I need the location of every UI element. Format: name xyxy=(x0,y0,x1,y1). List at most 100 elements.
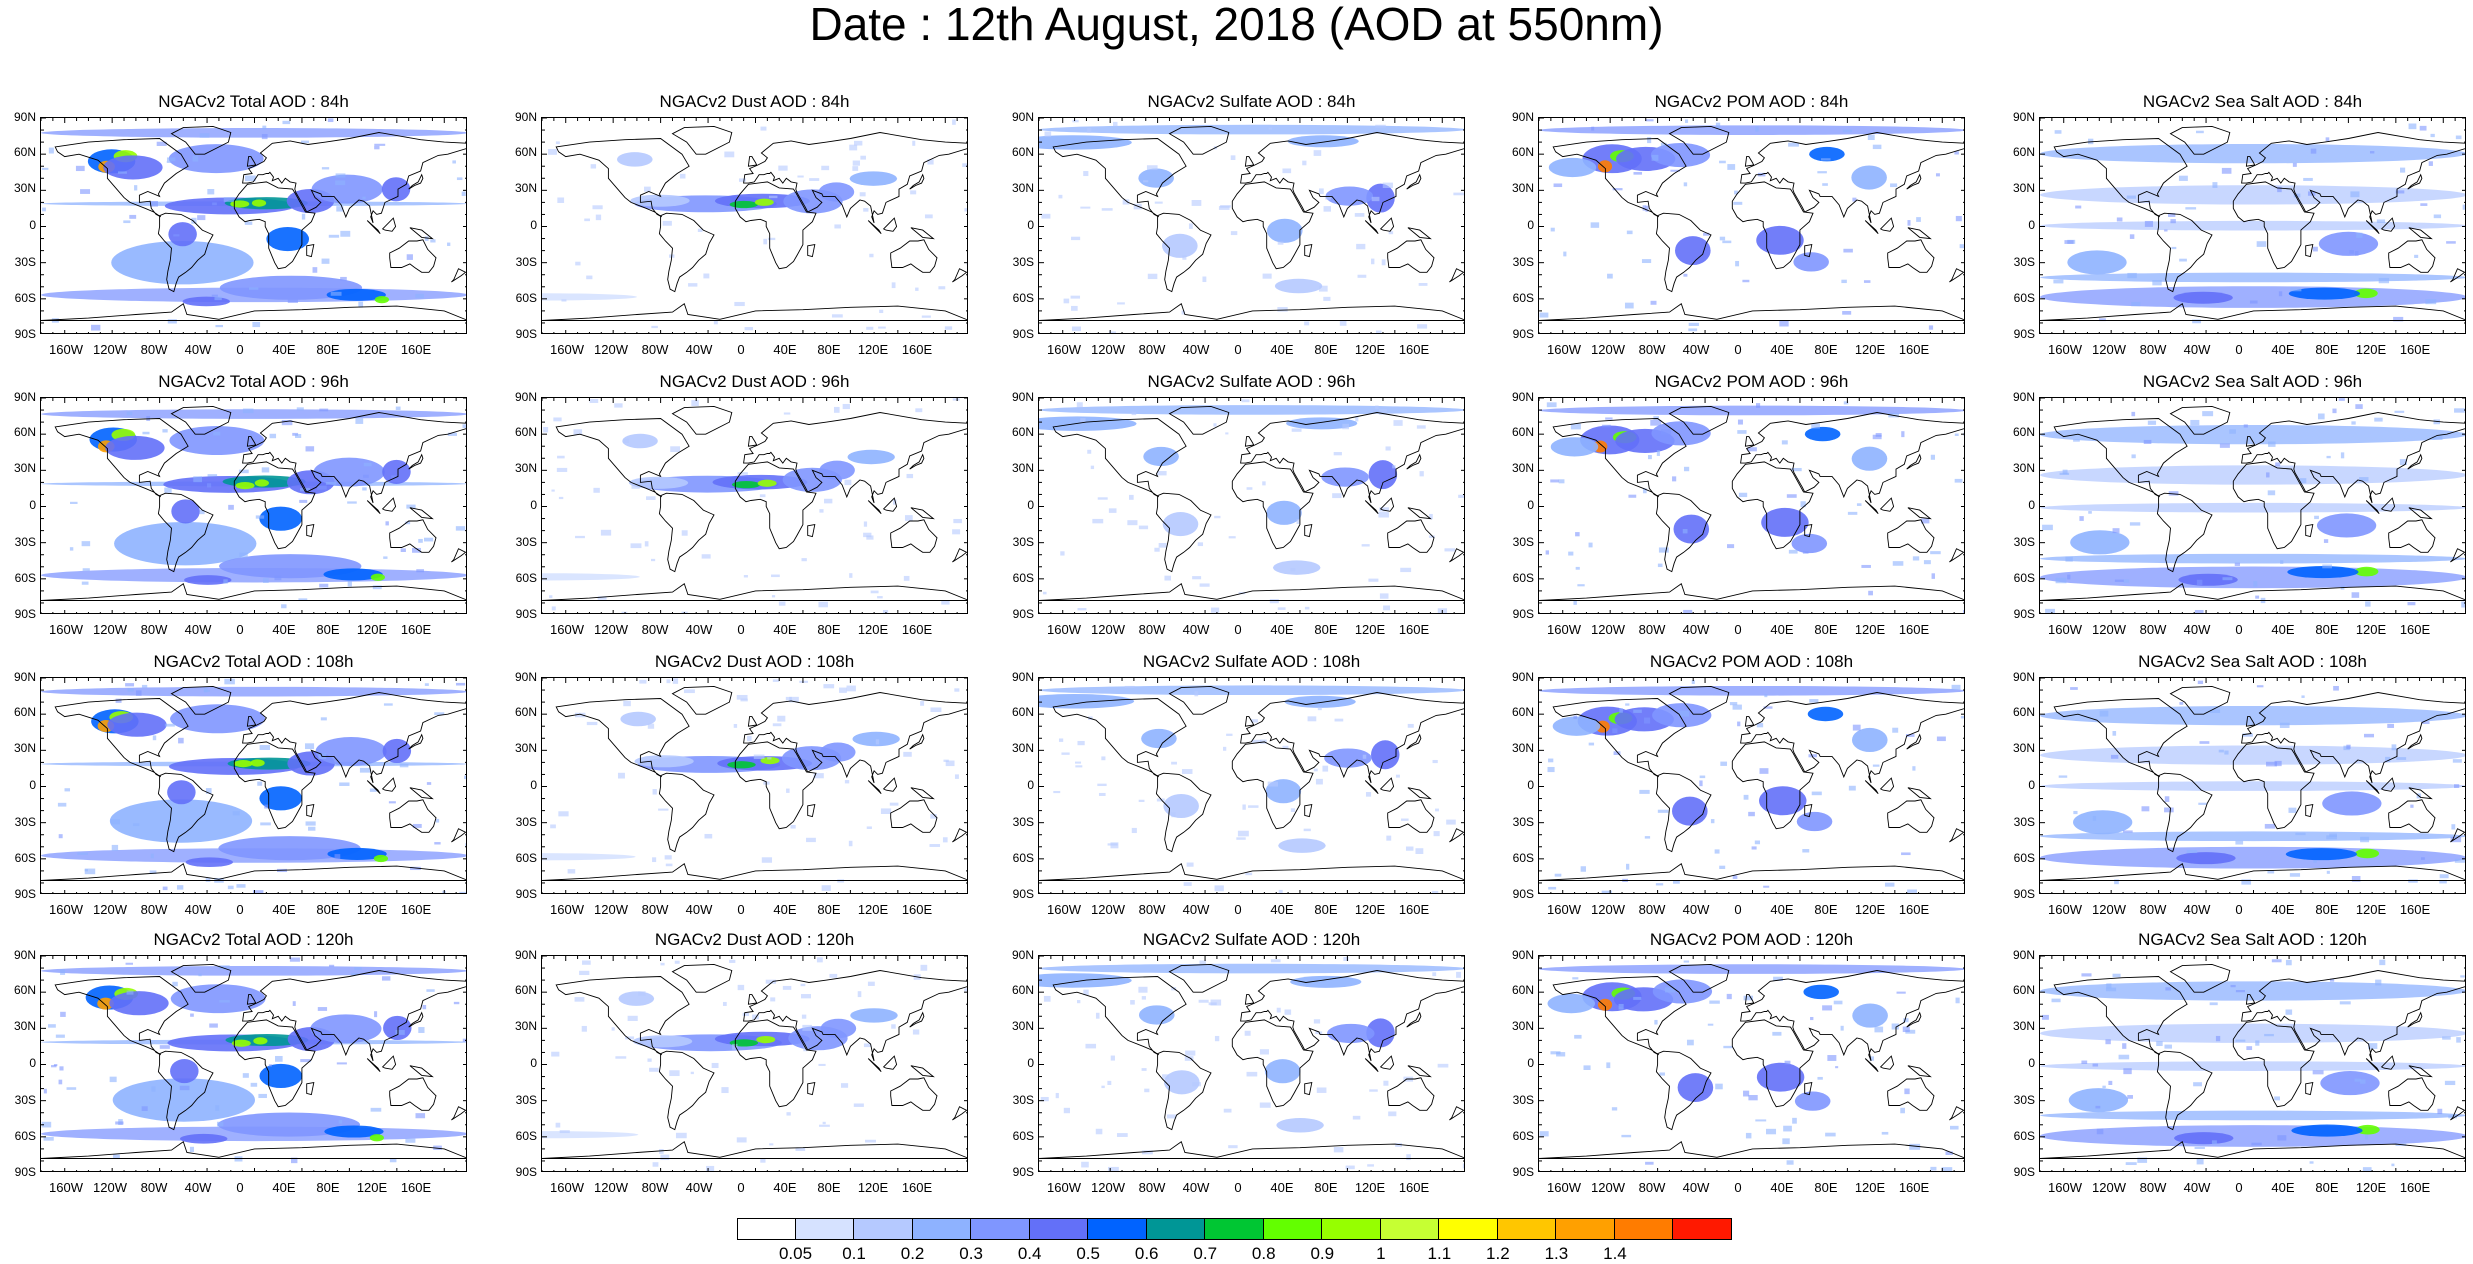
aerosol-plume xyxy=(2320,1071,2379,1095)
coastline xyxy=(1305,525,1312,537)
aerosol-plume xyxy=(756,1036,775,1043)
aerosol-speckle xyxy=(658,809,668,811)
colorbar-label: 0.05 xyxy=(766,1244,826,1264)
aerosol-plume xyxy=(315,737,386,766)
lat-tick-label: 90S xyxy=(501,608,537,620)
aerosol-speckle xyxy=(1901,852,1911,855)
lon-tick-label: 160E xyxy=(396,903,436,917)
aerosol-speckle xyxy=(704,834,712,839)
lat-tick-label: 0 xyxy=(1498,1057,1534,1069)
aerosol-plume xyxy=(1548,994,1595,1013)
aerosol-speckle xyxy=(115,1121,123,1124)
coastline xyxy=(1245,995,1253,1005)
aerosol-speckle xyxy=(2295,833,2305,835)
aerosol-plume xyxy=(1675,236,1711,265)
aerosol-speckle xyxy=(198,974,201,977)
aerosol-speckle xyxy=(269,1064,272,1066)
aerosol-speckle xyxy=(2055,130,2062,134)
coastline xyxy=(1388,1078,1434,1111)
aerosol-speckle xyxy=(1699,780,1702,786)
lat-tick-label: 60S xyxy=(998,1130,1034,1142)
lon-tick-label: 120E xyxy=(352,343,392,357)
lon-tick-label: 0 xyxy=(220,343,260,357)
aerosol-plume xyxy=(1759,786,1806,815)
aerosol-speckle xyxy=(809,178,819,181)
aerosol-speckle xyxy=(1127,520,1137,525)
aerosol-speckle xyxy=(2224,751,2228,755)
aerosol-speckle xyxy=(801,994,811,998)
lon-tick-label: 40E xyxy=(765,343,805,357)
aerosol-speckle xyxy=(447,243,450,246)
coastline xyxy=(1245,157,1253,167)
coastline xyxy=(1365,221,1378,234)
aerosol-speckle xyxy=(2421,857,2425,860)
coastline xyxy=(1907,1013,1921,1027)
aerosol-speckle xyxy=(2130,234,2134,239)
lat-tick-label: 0 xyxy=(0,219,36,231)
coastline xyxy=(1449,829,1463,842)
aerosol-speckle xyxy=(2288,808,2296,813)
aerosol-speckle xyxy=(868,982,875,986)
aerosol-speckle xyxy=(329,965,334,967)
aerosol-speckle xyxy=(168,319,177,323)
lat-tick-label: 90N xyxy=(1498,111,1534,123)
aerosol-plume xyxy=(2040,221,2466,231)
lon-tick-label: 40E xyxy=(264,623,304,637)
aerosol-speckle xyxy=(59,1080,63,1085)
lon-tick-label: 40E xyxy=(1762,1181,1802,1195)
aerosol-speckle xyxy=(1101,1086,1104,1088)
aerosol-speckle xyxy=(1375,125,1386,128)
aerosol-speckle xyxy=(2059,775,2068,777)
aerosol-speckle xyxy=(660,963,664,966)
aerosol-speckle xyxy=(596,215,601,221)
lon-tick-label: 40E xyxy=(1762,623,1802,637)
aerosol-speckle xyxy=(65,788,70,791)
coastline xyxy=(451,269,465,282)
lat-tick-label: 0 xyxy=(998,499,1034,511)
coastline xyxy=(2450,269,2464,282)
aerosol-speckle xyxy=(760,127,766,131)
aerosol-speckle xyxy=(1907,220,1910,226)
aerosol-speckle xyxy=(773,723,782,726)
aerosol-speckle xyxy=(1548,767,1555,772)
coastline xyxy=(910,455,924,469)
aerosol-speckle xyxy=(1929,325,1933,329)
aerosol-speckle xyxy=(2111,755,2118,759)
aerosol-plume xyxy=(113,1078,255,1121)
aerosol-speckle xyxy=(1825,1133,1836,1137)
lon-tick-label: 120E xyxy=(1850,903,1890,917)
lat-tick-label: 60S xyxy=(0,572,36,584)
aerosol-speckle xyxy=(1779,321,1788,327)
aerosol-speckle xyxy=(644,187,651,192)
aerosol-speckle xyxy=(666,679,670,683)
lon-tick-label: 40E xyxy=(2263,623,2303,637)
aod-field xyxy=(1039,678,1465,894)
aerosol-plume xyxy=(255,479,269,486)
lon-tick-label: 80E xyxy=(308,343,348,357)
aerosol-speckle xyxy=(1711,819,1714,823)
colorbar-swatch xyxy=(1673,1218,1732,1240)
aod-field xyxy=(1539,678,1965,894)
aerosol-speckle xyxy=(1308,716,1317,721)
aerosol-speckle xyxy=(262,134,268,139)
lon-tick-label: 80W xyxy=(2133,903,2173,917)
coastline xyxy=(1888,1078,1934,1111)
aerosol-speckle xyxy=(2445,1081,2455,1085)
aerosol-speckle xyxy=(2198,803,2207,805)
lon-tick-label: 80W xyxy=(635,903,675,917)
aerosol-speckle xyxy=(2340,1001,2351,1004)
aerosol-speckle xyxy=(1573,716,1577,719)
lat-tick-label: 60N xyxy=(501,984,537,996)
aerosol-speckle xyxy=(1148,274,1158,279)
aerosol-plume xyxy=(310,1014,381,1043)
aerosol-speckle xyxy=(548,149,557,155)
aerosol-speckle xyxy=(1621,1135,1631,1137)
aerosol-speckle xyxy=(2123,830,2133,832)
aerosol-speckle xyxy=(1184,882,1192,886)
lat-tick-label: 90N xyxy=(501,671,537,683)
lat-tick-label: 30N xyxy=(1999,742,2035,754)
lon-tick-label: 120W xyxy=(591,623,631,637)
aod-field xyxy=(542,956,968,1172)
aerosol-speckle xyxy=(1406,847,1413,851)
